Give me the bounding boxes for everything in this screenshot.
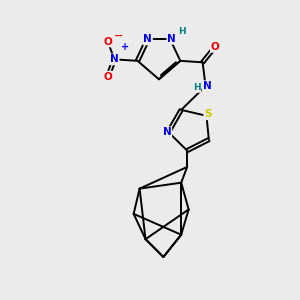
Text: −: − (114, 31, 124, 40)
Text: O: O (103, 72, 112, 82)
Text: N: N (203, 81, 212, 91)
Text: N: N (143, 34, 152, 44)
Text: +: + (121, 42, 129, 52)
Text: S: S (204, 109, 212, 119)
Text: O: O (103, 37, 112, 46)
Text: H: H (178, 27, 185, 36)
Text: O: O (211, 42, 220, 52)
Text: N: N (110, 54, 119, 64)
Text: H: H (193, 83, 200, 92)
Text: N: N (167, 34, 176, 44)
Text: N: N (163, 127, 171, 137)
